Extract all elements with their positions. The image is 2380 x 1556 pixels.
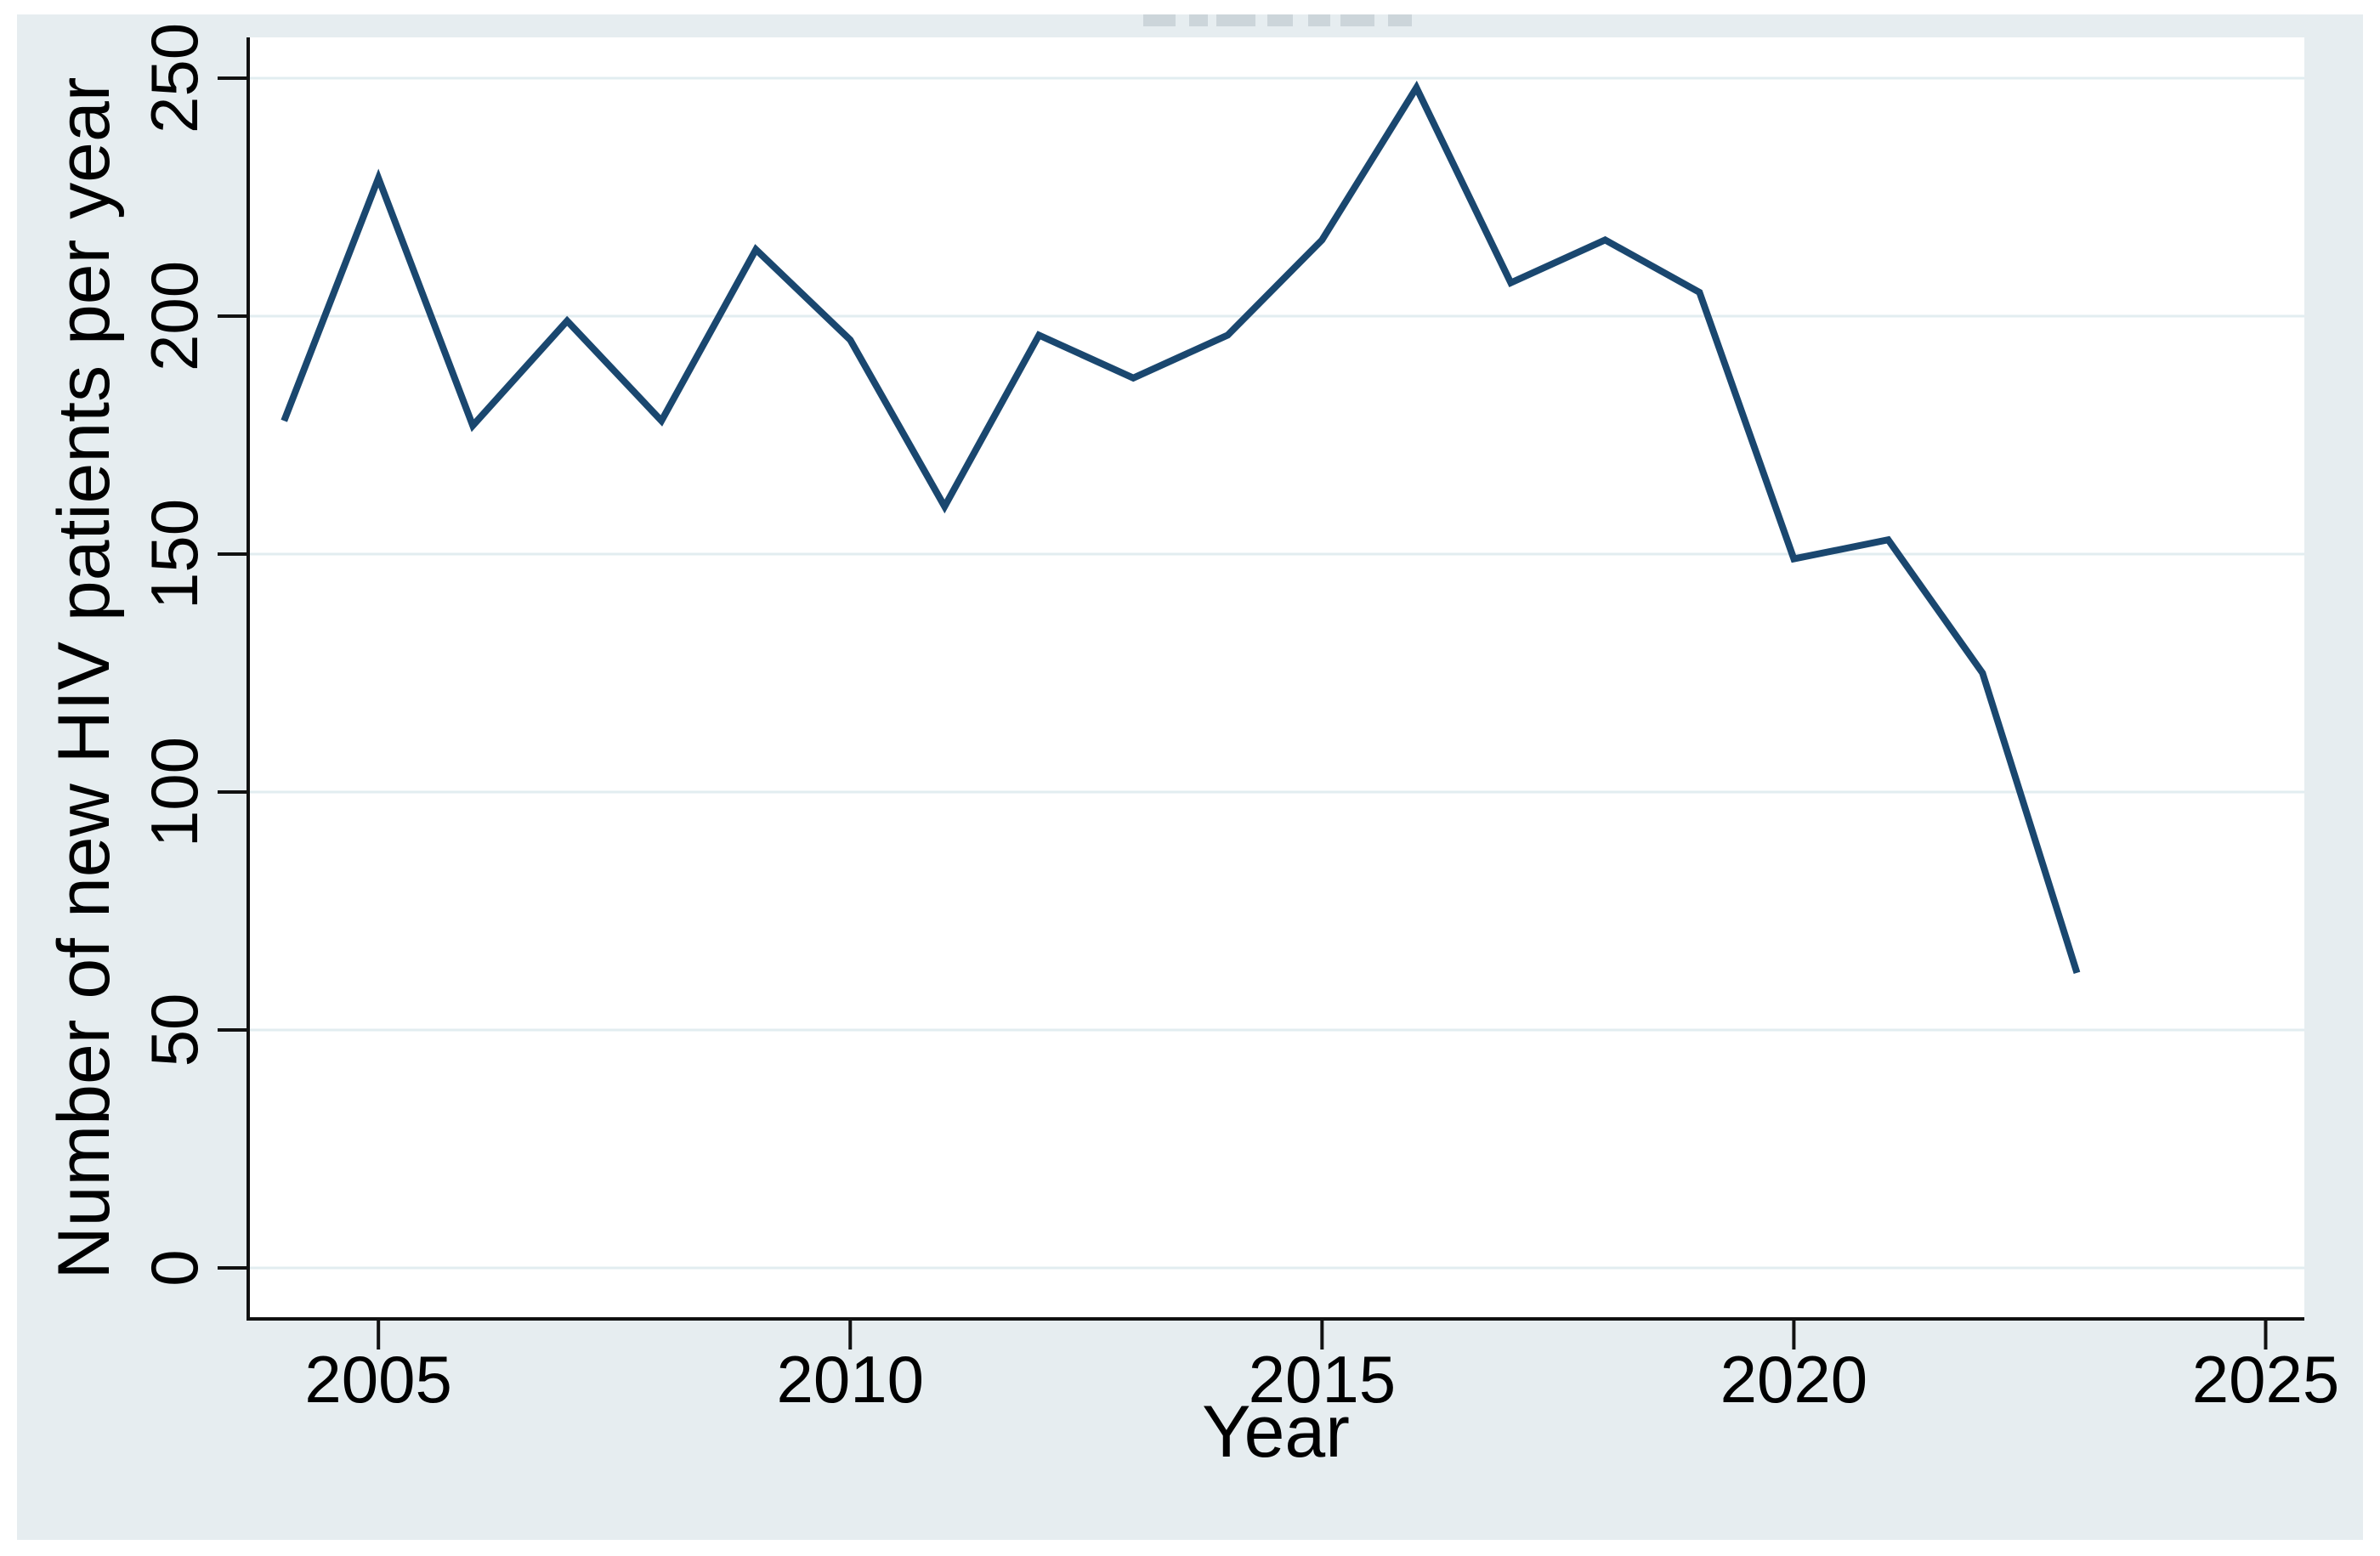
y-tick-label-150: 150 [137,499,212,609]
x-tick-label-2005: 2005 [304,1342,452,1417]
plot-area [248,37,2304,1319]
y-tick-label-0: 0 [137,1249,212,1286]
data-series-line [280,80,2081,975]
x-ticks-group [377,1319,2268,1349]
y-tick-labels-group: 0 50 100 150 200 250 [137,23,212,1287]
y-tick-label-50: 50 [137,993,212,1067]
x-tick-label-2010: 2010 [777,1342,925,1417]
x-tick-label-2015: 2015 [1249,1342,1397,1417]
y-tick-label-200: 200 [137,261,212,371]
x-tick-labels-group: 2005 2010 2015 2020 2025 [304,1342,2339,1417]
y-tick-label-250: 250 [137,23,212,133]
y-ticks-group [218,76,248,1270]
x-tick-label-2025: 2025 [2192,1342,2340,1417]
y-axis-title: Number of new HIV patients per year [43,77,125,1280]
y-tick-label-100: 100 [137,737,212,847]
gridlines-group [248,76,2304,1270]
x-tick-label-2020: 2020 [1720,1342,1868,1417]
x-axis-title: Year [1202,1391,1350,1473]
